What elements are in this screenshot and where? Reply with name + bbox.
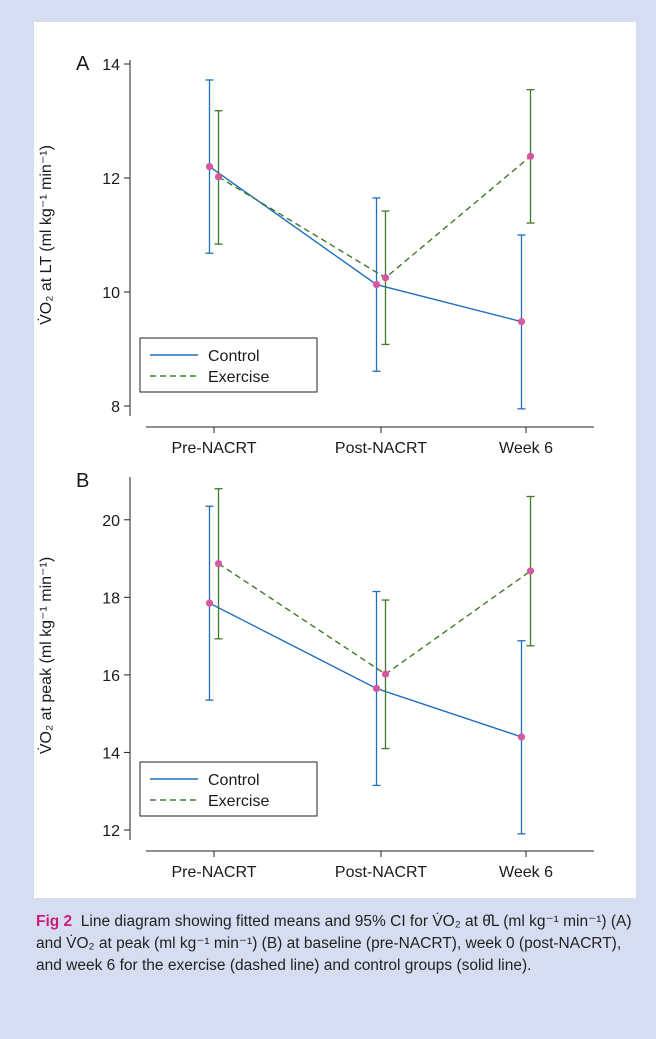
panel-label: B [76,470,89,492]
legend-box [139,761,318,817]
data-point [214,559,223,568]
chart-panel-A: A 8 10 12 14 Pre-NACRT Post-NACRT Week 6 V̇O₂ at… [37,53,594,457]
series-line-control [209,166,522,323]
x-tick-label: Post-NACRT [335,440,427,457]
series-line-exercise [218,563,531,675]
figure-caption: Fig 2 Line diagram showing fitted means … [36,911,636,977]
x-tick-label: Post-NACRT [335,864,427,881]
series-line-exercise [218,155,531,279]
legend-label: Exercise [208,793,269,810]
caption-text: Line diagram showing fitted means and 95… [36,913,632,974]
legend-box [139,337,318,393]
caption-figure-label: Fig 2 [36,913,73,930]
data-point [372,280,381,289]
y-tick-label: 12 [102,823,120,840]
legend-label: Control [208,348,260,365]
y-tick-label: 14 [102,745,120,762]
data-point [526,567,535,575]
legend-label: Exercise [208,369,269,386]
x-tick-label: Pre-NACRT [171,440,256,457]
data-point [517,318,526,326]
data-point [205,599,214,607]
charts-svg: A 8 10 12 14 Pre-NACRT Post-NACRT Week 6 V̇O₂ at… [37,53,594,881]
y-tick-label: 10 [102,285,120,302]
y-tick-label: 20 [102,513,120,530]
y-axis-label: V̇O₂ at LT (ml kg⁻¹ min⁻¹) [37,145,55,325]
data-point [214,173,223,181]
y-tick-label: 16 [102,668,120,685]
panel-label: A [76,53,90,75]
plot-panel: A 8 10 12 14 Pre-NACRT Post-NACRT Week 6 V̇O₂ at… [34,22,636,898]
chart-panel-B: B 12 14 16 18 20 Pre-NACRT Post-NACRT Week 6 V̇O₂… [37,470,594,881]
data-point [526,152,535,160]
data-point [381,274,390,282]
y-tick-label: 12 [102,171,120,188]
x-tick-label: Week 6 [499,440,553,457]
y-tick-label: 18 [102,590,120,607]
data-point [381,670,390,678]
data-point [372,684,381,693]
data-point [517,733,526,741]
x-tick-label: Week 6 [499,864,553,881]
y-tick-label: 8 [111,399,120,416]
legend-label: Control [208,772,260,789]
y-tick-label: 14 [102,57,120,74]
x-tick-label: Pre-NACRT [171,864,256,881]
y-axis-label: V̇O₂ at peak (ml kg⁻¹ min⁻¹) [37,557,55,754]
data-point [205,163,214,171]
series-line-control [209,602,522,738]
